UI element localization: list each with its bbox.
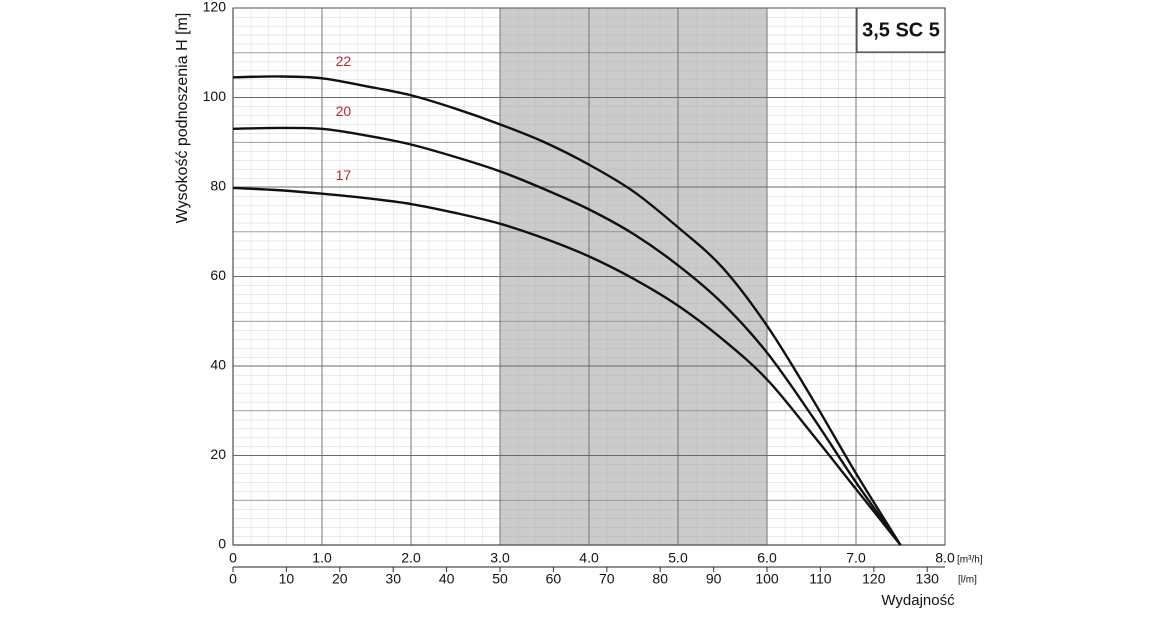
curve [232,186,902,546]
x-tick-label: 4.0 [579,550,599,566]
series-label: 17 [336,167,352,183]
x-axis-title: Wydajność [881,592,955,609]
x2-tick-label: 20 [332,571,348,587]
curve [232,75,902,546]
y-tick-label: 0 [218,536,226,552]
x2-tick-label: 70 [599,571,615,587]
series-label: 22 [336,53,352,69]
plot-frame [232,7,946,546]
y-tick-label: 20 [210,446,226,462]
x-tick-label: 3.0 [490,550,510,566]
y-tick-label: 60 [210,267,226,283]
x2-tick-label: 50 [492,571,508,587]
x2-tick-label: 130 [916,571,940,587]
curve [232,126,902,546]
x-unit: [m³/h] [957,555,983,566]
x2-tick-label: 90 [706,571,722,587]
x2-unit: [l/m] [958,575,977,586]
x-tick-label: 0 [229,550,237,566]
x-tick-label: 8.0 [935,550,955,566]
x-tick-label: 5.0 [668,550,688,566]
y-tick-label: 80 [210,178,226,194]
x2-tick-label: 80 [652,571,668,587]
y-tick-label: 40 [210,357,226,373]
x-tick-label: 7.0 [846,550,866,566]
x2-tick-label: 0 [229,571,237,587]
y-tick-label: 120 [203,0,227,15]
x2-tick-label: 40 [439,571,455,587]
y-axis-title: Wysokość podnoszenia H [m] [174,13,191,224]
y-tick-label: 100 [203,88,227,104]
badge-box [856,7,946,53]
x-tick-label: 1.0 [312,550,332,566]
x-tick-label: 6.0 [757,550,777,566]
x2-tick-label: 110 [809,571,832,587]
x2-tick-label: 10 [279,571,295,587]
x2-tick-label: 120 [862,571,886,587]
badge: 3,5 SC 5 [862,19,940,41]
x2-tick-label: 100 [755,571,779,587]
x2-tick-label: 30 [385,571,401,587]
x2-tick-label: 60 [546,571,562,587]
series-label: 20 [336,103,352,119]
x-tick-label: 2.0 [401,550,421,566]
